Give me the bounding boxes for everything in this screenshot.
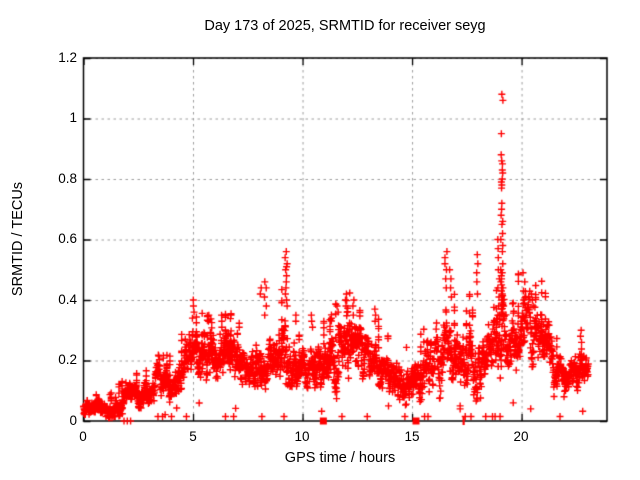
y-tick-label-0-6: 0.6	[58, 231, 77, 246]
chart-title: Day 173 of 2025, SRMTID for receiver sey…	[204, 18, 486, 34]
x-tick-label-0: 0	[79, 429, 87, 444]
y-axis-label: SRMTID / TECUs	[10, 181, 26, 297]
x-tick-label-20: 20	[513, 429, 529, 444]
x-tick-label-15: 15	[404, 429, 420, 444]
y-tick-label-0: 0	[69, 413, 77, 428]
y-tick-label-0-4: 0.4	[58, 292, 77, 307]
x-tick-label-10: 10	[294, 429, 310, 444]
x-tick-label-5: 5	[189, 429, 197, 444]
y-tick-label-0-2: 0.2	[58, 352, 77, 367]
x-axis-label: GPS time / hours	[284, 450, 396, 466]
y-tick-label-0-8: 0.8	[58, 171, 77, 186]
y-tick-label-1: 1	[69, 110, 77, 125]
y-tick-label-1-2: 1.2	[58, 50, 77, 65]
